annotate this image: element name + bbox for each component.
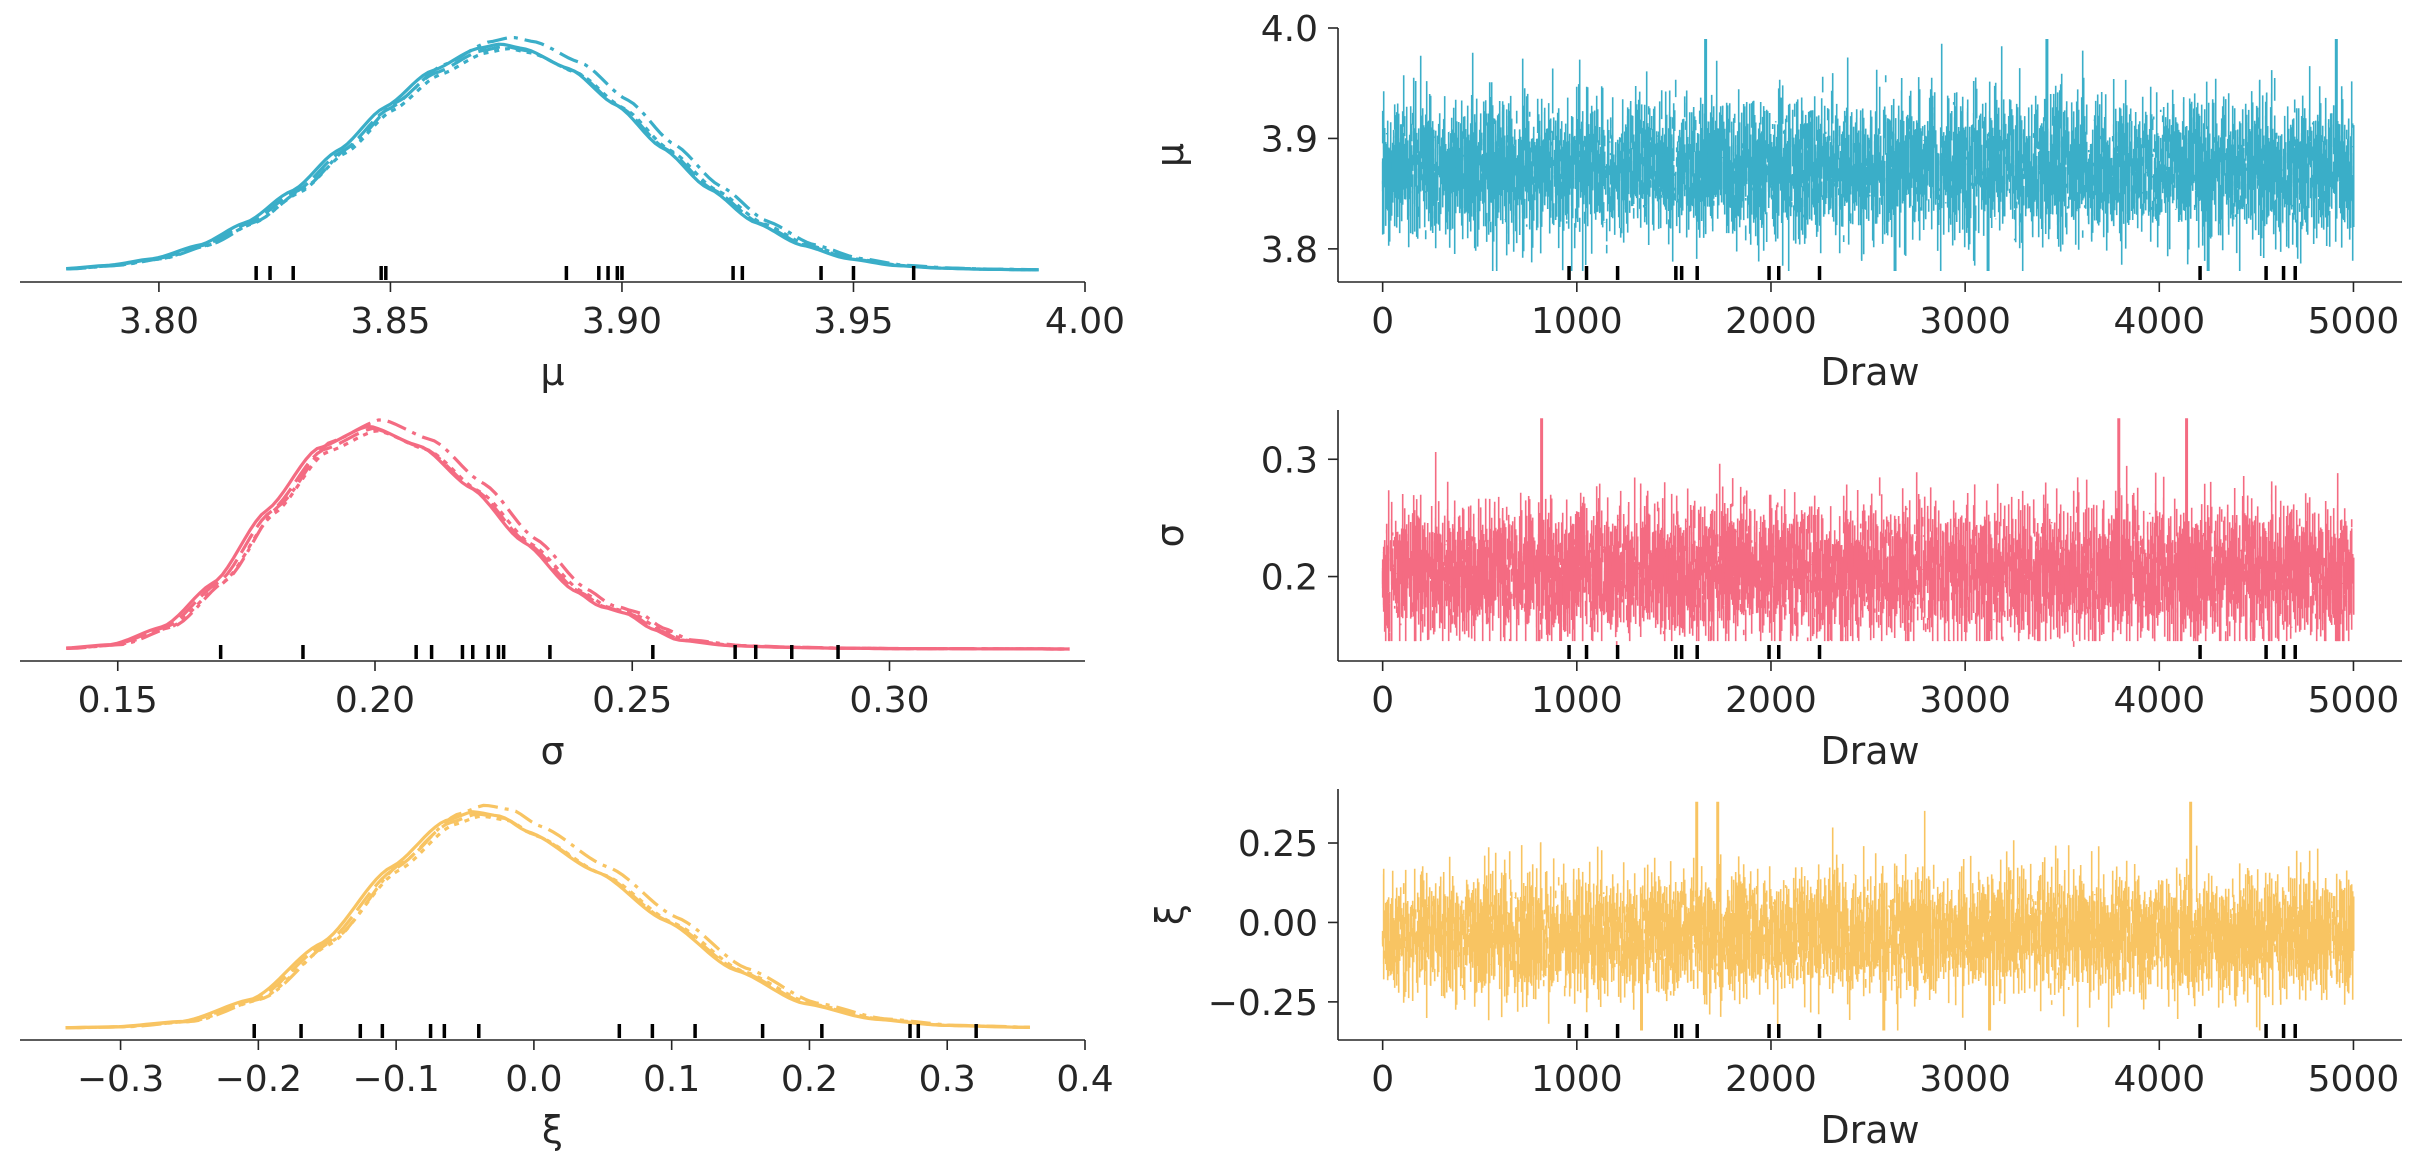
xi-kde-chain-2-line [65,812,1030,1030]
mu-trace-x-label: Draw [1820,350,1919,394]
mu-kde-x-tick-label: 3.90 [582,301,662,342]
sigma-kde-x-tick-label: 0.30 [849,680,929,721]
xi-trace-chain-4-line [1381,845,2355,1031]
mu-kde-x-tick-label: 4.00 [1045,301,1125,342]
sigma-trace-y-label: σ [1148,523,1192,547]
xi-kde-chain-4-line [65,803,1030,1030]
mu-trace-x-tick-label: 0 [1371,301,1394,342]
sigma-kde-panel: 0.15 0.20 0.25 0.30 σ [20,418,1085,773]
xi-kde-panel: −0.3 −0.2 −0.1 0.0 0.1 0.2 0.3 0.4 ξ [20,803,1114,1152]
sigma-trace-y-tick-label: 0.2 [1261,558,1318,599]
xi-trace-x-tick-label: 4000 [2113,1059,2205,1100]
xi-trace-x-tick-label: 3000 [1919,1059,2011,1100]
xi-kde-x-label: ξ [542,1108,563,1152]
xi-kde-chain-3-line [65,814,1030,1030]
sigma-trace-x-tick-label: 3000 [1919,680,2011,721]
sigma-trace-x-tick-label: 5000 [2308,680,2400,721]
xi-trace-y-label: ξ [1148,904,1192,925]
mu-trace-x-tick-label: 2000 [1725,301,1817,342]
mu-kde-x-label: μ [540,350,564,394]
xi-kde-x-tick-label: 0.1 [643,1059,700,1100]
xi-trace-x-label: Draw [1820,1108,1919,1152]
mu-trace-x-tick-label: 1000 [1531,301,1623,342]
mu-kde-x-tick-label: 3.85 [350,301,430,342]
sigma-kde-x-tick-label: 0.20 [335,680,415,721]
sigma-trace-chain-4-line [1381,463,2355,647]
mu-trace-y-label: μ [1148,143,1192,167]
mu-trace-chain-4-line [1381,50,2355,271]
mu-kde-chain-4-line [66,36,1039,272]
sigma-trace-x-label: Draw [1820,729,1919,773]
mu-trace-y-tick-label: 3.8 [1261,230,1318,271]
sigma-trace-x-tick-label: 2000 [1725,680,1817,721]
sigma-kde-x-tick-label: 0.25 [592,680,672,721]
xi-kde-x-tick-label: −0.3 [77,1059,164,1100]
xi-kde-x-tick-label: 0.2 [781,1059,838,1100]
xi-trace-y-tick-label: 0.00 [1238,903,1318,944]
sigma-kde-chain-2-line [66,426,1070,651]
xi-trace-x-tick-label: 5000 [2308,1059,2400,1100]
mu-trace-y-tick-label: 4.0 [1261,9,1318,50]
xi-kde-x-tick-label: 0.3 [919,1059,976,1100]
xi-kde-x-tick-label: 0.4 [1056,1059,1113,1100]
panels: 3.80 3.85 3.90 3.95 4.00 μ 3.8 3.9 4.0 μ 0 1000 2000… [20,9,2402,1152]
xi-trace-y-tick-label: −0.25 [1208,983,1318,1024]
mu-kde-x-tick-label: 3.95 [813,301,893,342]
xi-trace-x-tick-label: 0 [1371,1059,1394,1100]
sigma-trace-panel: 0.2 0.3 σ 0 1000 2000 3000 4000 5000 Draw [1148,410,2402,773]
mu-trace-panel: 3.8 3.9 4.0 μ 0 1000 2000 3000 4000 5000 Draw [1148,9,2402,394]
xi-trace-x-tick-label: 2000 [1725,1059,1817,1100]
xi-kde-x-tick-label: −0.2 [215,1059,302,1100]
sigma-trace-x-tick-label: 4000 [2113,680,2205,721]
mu-trace-x-tick-label: 4000 [2113,301,2205,342]
sigma-trace-x-tick-label: 0 [1371,680,1394,721]
mu-trace-x-tick-label: 5000 [2308,301,2400,342]
sigma-kde-x-tick-label: 0.15 [78,680,158,721]
xi-trace-y-tick-label: 0.25 [1238,824,1318,865]
sigma-trace-x-tick-label: 1000 [1531,680,1623,721]
xi-kde-x-tick-label: 0.0 [505,1059,562,1100]
mu-trace-x-tick-label: 3000 [1919,301,2011,342]
mu-kde-panel: 3.80 3.85 3.90 3.95 4.00 μ [20,36,1125,394]
xi-kde-x-tick-label: −0.1 [352,1059,439,1100]
mu-kde-x-tick-label: 3.80 [119,301,199,342]
sigma-trace-y-tick-label: 0.3 [1261,440,1318,481]
sigma-kde-x-label: σ [540,729,564,773]
xi-trace-panel: −0.25 0.00 0.25 ξ 0 1000 2000 3000 4000 5000 Draw [1148,789,2402,1152]
mu-trace-y-tick-label: 3.9 [1261,119,1318,160]
sigma-kde-chain-4-line [66,418,1070,651]
xi-trace-x-tick-label: 1000 [1531,1059,1623,1100]
mu-kde-chain-2-line [66,44,1039,272]
